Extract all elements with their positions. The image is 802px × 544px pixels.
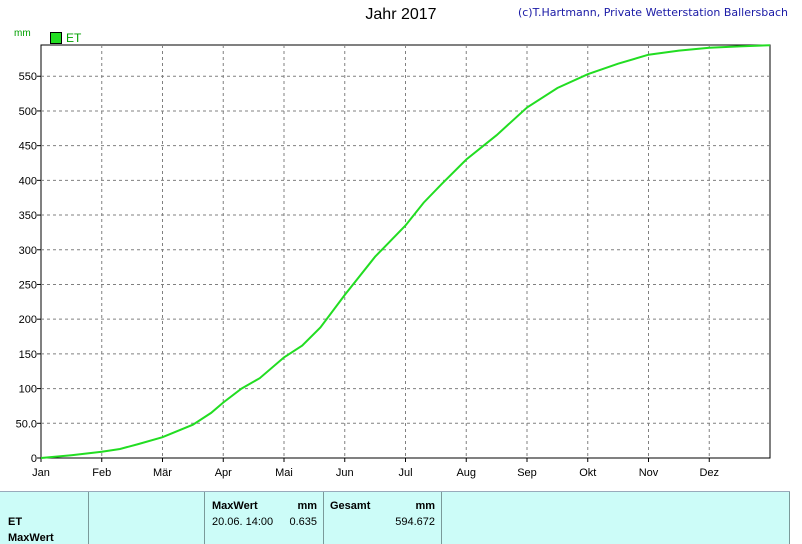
chart-area: 0 50.0 100 150 200 250 300 350 400 450 500 550 Jan Fe… (16, 44, 771, 479)
spare-column (442, 492, 790, 544)
max-unit: mm (297, 500, 317, 512)
x-tick-label: Jul (398, 467, 412, 479)
x-tick-label: Sep (517, 467, 537, 479)
sum-column: Gesamt mm 594.672 (324, 492, 442, 544)
x-tick-label: Jun (336, 467, 354, 479)
sum-unit: mm (415, 500, 435, 512)
y-tick-label: 150 (19, 349, 37, 361)
y-tick-label: 500 (19, 106, 37, 118)
x-tick-label: Nov (639, 467, 659, 479)
max-header: MaxWert (212, 500, 258, 512)
sum-value: 594.672 (395, 516, 435, 528)
stats-table: ET MaxWert MaxWert mm 20.06. 14:00 0.635… (0, 491, 790, 544)
row-label-et: ET (8, 516, 23, 528)
x-tick-label: Jan (32, 467, 50, 479)
x-tick-label: Feb (92, 467, 111, 479)
empty-column (89, 492, 205, 544)
y-tick-label: 550 (19, 71, 37, 83)
y-tick-label: 0 (31, 453, 37, 465)
max-date: 20.06. 14:00 (212, 516, 274, 528)
copyright-text: (c)T.Hartmann, Private Wetterstation Bal… (517, 6, 788, 19)
max-value: 0.635 (289, 516, 317, 528)
legend-swatch-icon (50, 32, 62, 44)
y-tick-label: 200 (19, 314, 37, 326)
x-tick-label: Dez (699, 467, 719, 479)
legend-label: ET (66, 31, 82, 45)
y-tick-label: 100 (19, 384, 37, 396)
legend[interactable]: ET (50, 31, 81, 45)
y-tick-label: 450 (19, 141, 37, 153)
y-tick-label: 400 (19, 175, 37, 187)
series-et-line (40, 44, 771, 459)
y-tick-label: 350 (19, 210, 37, 222)
chart-title: Jahr 2017 (365, 6, 437, 23)
max-column: MaxWert mm 20.06. 14:00 0.635 (205, 492, 324, 544)
row-label-maxwert: MaxWert (8, 532, 54, 544)
x-tick-label: Okt (579, 467, 596, 479)
y-tick-label: 250 (19, 279, 37, 291)
label-column: ET MaxWert (0, 492, 89, 544)
x-tick-label: Mai (275, 467, 293, 479)
x-tick-label: Aug (456, 467, 476, 479)
y-tick-label: 300 (19, 245, 37, 257)
y-tick-label: 50.0 (16, 418, 37, 430)
y-unit-label: mm (14, 28, 31, 39)
x-tick-label: Apr (215, 467, 232, 479)
sum-header: Gesamt (330, 500, 371, 512)
x-tick-label: Mär (153, 467, 172, 479)
